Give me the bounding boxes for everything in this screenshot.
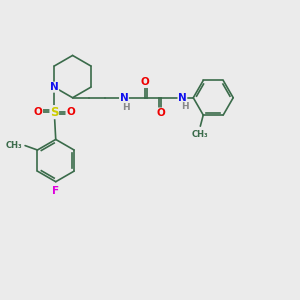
Text: O: O <box>141 77 149 88</box>
Text: CH₃: CH₃ <box>6 141 23 150</box>
Text: O: O <box>66 107 75 117</box>
Text: S: S <box>50 106 58 118</box>
Text: H: H <box>181 102 189 111</box>
Text: CH₃: CH₃ <box>192 130 208 139</box>
Text: H: H <box>122 103 130 112</box>
Text: N: N <box>50 82 58 92</box>
Text: N: N <box>120 93 128 103</box>
Text: N: N <box>178 93 187 103</box>
Text: O: O <box>157 108 166 118</box>
Text: F: F <box>52 185 59 196</box>
Text: O: O <box>34 107 43 117</box>
